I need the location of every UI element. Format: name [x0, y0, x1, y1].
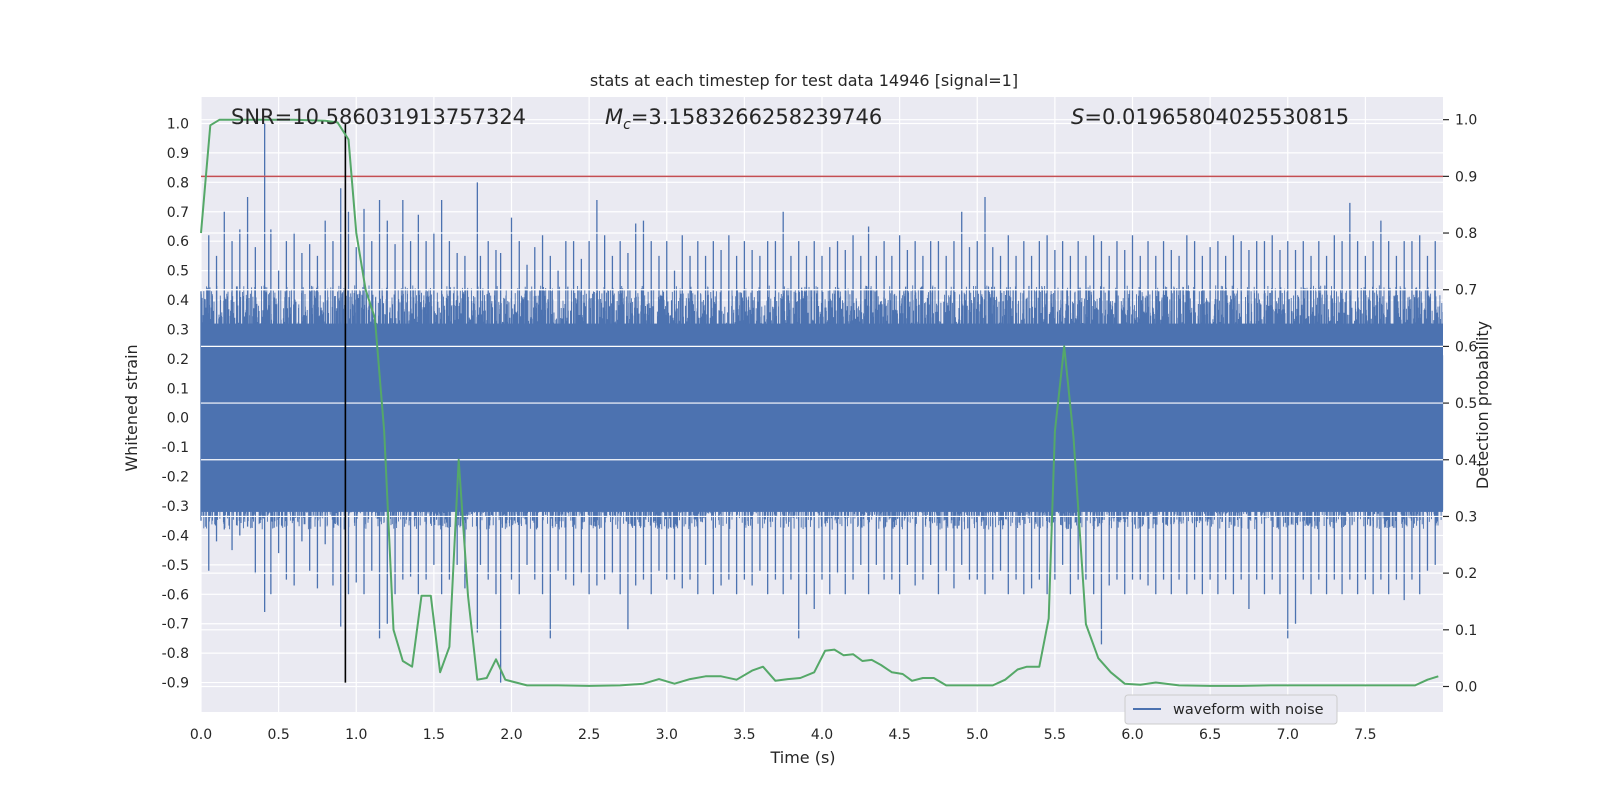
- chirp-mass-subscript: c: [623, 117, 631, 133]
- y-tick-label: 0.2: [167, 352, 189, 368]
- x-tick-label: 3.5: [733, 727, 755, 743]
- y2-tick-label: 0.5: [1455, 396, 1477, 412]
- x-tick-label: 1.0: [345, 727, 367, 743]
- y-tick-label: 0.0: [167, 411, 189, 427]
- y-tick-label: -0.1: [162, 440, 189, 456]
- y-tick-label: 0.9: [167, 146, 189, 162]
- y-tick-label: 0.5: [167, 264, 189, 280]
- x-tick-label: 0.0: [190, 727, 212, 743]
- y-tick-label: 0.1: [167, 381, 189, 397]
- legend-entry-waveform: waveform with noise: [1173, 702, 1324, 718]
- y2-tick-label: 0.7: [1455, 283, 1477, 299]
- y-tick-label: -0.7: [162, 617, 189, 633]
- x-tick-label: 7.0: [1277, 727, 1299, 743]
- s-symbol: S: [1071, 105, 1084, 129]
- y2-tick-label: 1.0: [1455, 113, 1477, 129]
- y-axis-label: Whitened strain: [122, 344, 141, 471]
- y2-axis-ticks: 0.0 0.1 0.2 0.3 0.4 0.5 0.6 0.7 0.8 0.9 1.0: [1443, 113, 1477, 695]
- snr-annotation: SNR=10.586031913757324: [231, 105, 526, 129]
- x-tick-label: 3.0: [656, 727, 678, 743]
- chirp-mass-annotation: Mc=3.1583266258239746: [605, 105, 882, 133]
- legend-box: [1124, 694, 1338, 725]
- x-tick-label: 6.5: [1199, 727, 1221, 743]
- chirp-mass-value: =3.1583266258239746: [631, 105, 882, 129]
- y-tick-label: -0.6: [162, 587, 189, 603]
- y2-tick-label: 0.8: [1455, 226, 1477, 242]
- x-tick-label: 1.5: [423, 727, 445, 743]
- x-tick-label: 5.5: [1044, 727, 1066, 743]
- x-tick-label: 5.0: [966, 727, 988, 743]
- y-tick-label: 0.4: [167, 293, 189, 309]
- y-tick-label: -0.4: [162, 528, 189, 544]
- waveform-band: [201, 323, 1443, 512]
- detection-probability-line: [200, 118, 1439, 687]
- x-tick-label: 6.0: [1121, 727, 1143, 743]
- waveform-core: [201, 323, 1443, 512]
- y-tick-label: 0.6: [167, 234, 189, 250]
- x-axis-label: Time (s): [769, 748, 835, 767]
- y-tick-label: 1.0: [167, 116, 189, 132]
- y2-tick-label: 0.9: [1455, 169, 1477, 185]
- y-tick-label: 0.3: [167, 322, 189, 338]
- y-tick-label: -0.8: [162, 646, 189, 662]
- y-tick-label: -0.3: [162, 499, 189, 515]
- y-tick-label: 0.7: [167, 205, 189, 221]
- y2-tick-label: 0.4: [1455, 453, 1477, 469]
- y-tick-label: -0.5: [162, 558, 189, 574]
- chart-title: stats at each timestep for test data 149…: [590, 71, 1018, 90]
- y-tick-label: -0.9: [162, 676, 189, 692]
- chirp-mass-symbol: M: [605, 105, 623, 129]
- legend: waveform with noise: [1124, 694, 1338, 725]
- y2-tick-label: 0.2: [1455, 566, 1477, 582]
- x-tick-label: 4.0: [811, 727, 833, 743]
- y-tick-label: -0.2: [162, 470, 189, 486]
- x-tick-label: 4.5: [888, 727, 910, 743]
- x-tick-label: 0.5: [267, 727, 289, 743]
- y2-tick-label: 0.3: [1455, 509, 1477, 525]
- y-tick-label: 0.8: [167, 175, 189, 191]
- x-tick-label: 7.5: [1354, 727, 1376, 743]
- y2-tick-label: 0.1: [1455, 623, 1477, 639]
- x-axis-ticks: 0.0 0.5 1.0 1.5 2.0 2.5 3.0 3.5 4.0 4.5 5.0 5.5 6.0 6…: [190, 727, 1377, 743]
- x-tick-label: 2.0: [500, 727, 522, 743]
- detection-probability-series: [200, 118, 1439, 687]
- y2-axis-label: Detection probability: [1473, 321, 1492, 489]
- x-tick-label: 2.5: [578, 727, 600, 743]
- y2-tick-label: 0.6: [1455, 339, 1477, 355]
- s-value: =0.01965804025530815: [1084, 105, 1349, 129]
- y-axis-ticks: -0.9 -0.8 -0.7 -0.6 -0.5 -0.4 -0.3 -0.2 -0.1 0.0 0…: [162, 116, 189, 691]
- y2-tick-label: 0.0: [1455, 679, 1477, 695]
- s-annotation: S=0.01965804025530815: [1071, 105, 1349, 129]
